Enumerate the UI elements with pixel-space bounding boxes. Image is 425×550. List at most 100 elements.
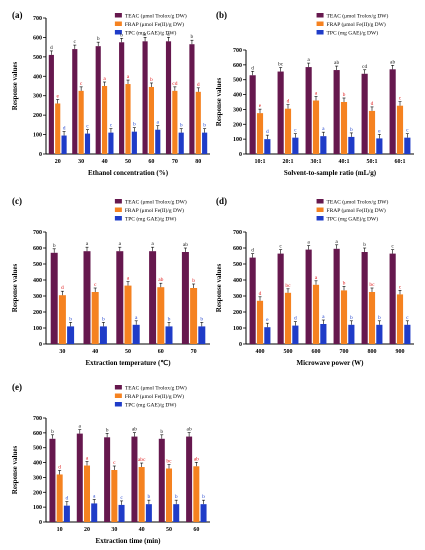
bar xyxy=(148,86,155,154)
significance-letter: c xyxy=(80,81,83,87)
chart-panel-a: (a) TEAC (μmol Trolox/g DW) FRAP (μmol Fe(… xyxy=(11,10,210,177)
bar xyxy=(264,139,271,154)
y-tick-label: 700 xyxy=(33,16,42,22)
legend-swatch xyxy=(316,199,324,204)
bar xyxy=(376,324,383,344)
legend-swatch xyxy=(114,21,122,26)
legend-swatch xyxy=(114,199,122,204)
significance-letter: bc xyxy=(285,283,291,289)
bar xyxy=(131,131,137,154)
bar xyxy=(157,287,165,344)
y-axis-label: Response values xyxy=(215,264,223,313)
significance-letter: a xyxy=(335,239,338,245)
bar xyxy=(186,436,193,522)
legend-swatch xyxy=(316,207,324,212)
legend-swatch xyxy=(114,385,122,390)
x-tick-label: 10 xyxy=(57,527,63,533)
x-tick-label: 20 xyxy=(84,527,90,533)
significance-letter: a xyxy=(151,241,154,247)
significance-letter: d xyxy=(197,82,200,88)
significance-letter: d xyxy=(266,129,269,135)
x-tick-label: 40:1 xyxy=(339,159,350,165)
panel-label: (a) xyxy=(12,10,23,20)
legend-entry: FRAP (μmol Fe(II)/g DW) xyxy=(125,21,184,28)
y-tick-label: 500 xyxy=(33,262,42,268)
significance-letter: d xyxy=(58,464,61,470)
legend-swatch xyxy=(114,402,122,407)
significance-letter: ab xyxy=(194,456,199,462)
x-tick-label: 50 xyxy=(125,349,131,355)
panel-label: (e) xyxy=(12,382,22,392)
significance-letter: a xyxy=(315,275,318,281)
significance-letter: b xyxy=(192,278,195,284)
legend-swatch xyxy=(114,13,122,18)
legend-entry: TEAC (μmol Trolox/g DW) xyxy=(125,12,187,19)
x-tick-label: 800 xyxy=(368,349,377,355)
bar xyxy=(50,252,58,344)
bar xyxy=(173,504,180,522)
bar xyxy=(333,248,340,344)
y-tick-label: 500 xyxy=(33,446,42,452)
x-tick-label: 400 xyxy=(256,349,265,355)
bar xyxy=(277,71,284,154)
bar xyxy=(198,326,206,344)
significance-letter: d xyxy=(371,101,374,107)
bar xyxy=(84,133,91,154)
significance-letter: cd xyxy=(172,81,177,87)
bar xyxy=(155,129,161,154)
bar xyxy=(63,505,70,522)
significance-letter: ab xyxy=(334,60,339,66)
significance-letter: abc xyxy=(138,457,146,463)
y-tick-label: 500 xyxy=(33,55,42,61)
x-tick-label: 50 xyxy=(125,159,131,165)
bar xyxy=(256,300,264,344)
significance-letter: b xyxy=(363,242,366,248)
x-axis-label: Extraction time (min) xyxy=(96,537,162,545)
bar xyxy=(292,325,299,344)
x-tick-label: 20:1 xyxy=(283,159,294,165)
significance-letter: b xyxy=(168,316,171,322)
y-tick-label: 200 xyxy=(233,122,242,128)
y-tick-label: 200 xyxy=(233,310,242,316)
bar xyxy=(55,103,61,154)
bar xyxy=(190,288,198,344)
bar xyxy=(165,41,172,154)
bar xyxy=(178,132,184,154)
significance-letter: a xyxy=(144,31,147,37)
bar xyxy=(305,67,312,154)
bar xyxy=(83,251,91,344)
bar xyxy=(320,324,327,344)
bar xyxy=(101,86,108,154)
significance-letter: c xyxy=(391,244,394,250)
significance-letter: c xyxy=(94,282,97,288)
x-tick-label: 500 xyxy=(284,349,293,355)
legend-swatch xyxy=(316,30,324,35)
significance-letter: bc xyxy=(369,282,375,288)
bar xyxy=(124,285,132,344)
significance-letter: a xyxy=(103,76,106,82)
significance-letter: b xyxy=(378,315,381,321)
bar xyxy=(249,75,256,154)
y-tick-label: 100 xyxy=(233,137,242,143)
significance-letter: a xyxy=(307,240,310,246)
significance-letter: b xyxy=(350,127,353,133)
y-tick-label: 0 xyxy=(239,342,242,348)
bar xyxy=(181,252,189,344)
bar xyxy=(95,46,101,154)
bar xyxy=(376,138,383,154)
bar xyxy=(333,70,340,154)
x-axis-label: Ethanol concentration (%) xyxy=(88,169,169,177)
x-tick-label: 50:1 xyxy=(367,159,378,165)
bar xyxy=(56,474,63,522)
bar xyxy=(305,249,312,344)
bar xyxy=(368,292,376,344)
significance-letter: a xyxy=(86,241,89,247)
bar xyxy=(312,100,320,154)
significance-letter: ab xyxy=(187,427,192,433)
bar xyxy=(264,327,271,344)
significance-letter: bc xyxy=(166,459,172,465)
y-tick-label: 600 xyxy=(33,246,42,252)
legend-entry: TEAC (μmol Trolox/g DW) xyxy=(327,198,389,205)
significance-letter: e xyxy=(266,317,269,323)
